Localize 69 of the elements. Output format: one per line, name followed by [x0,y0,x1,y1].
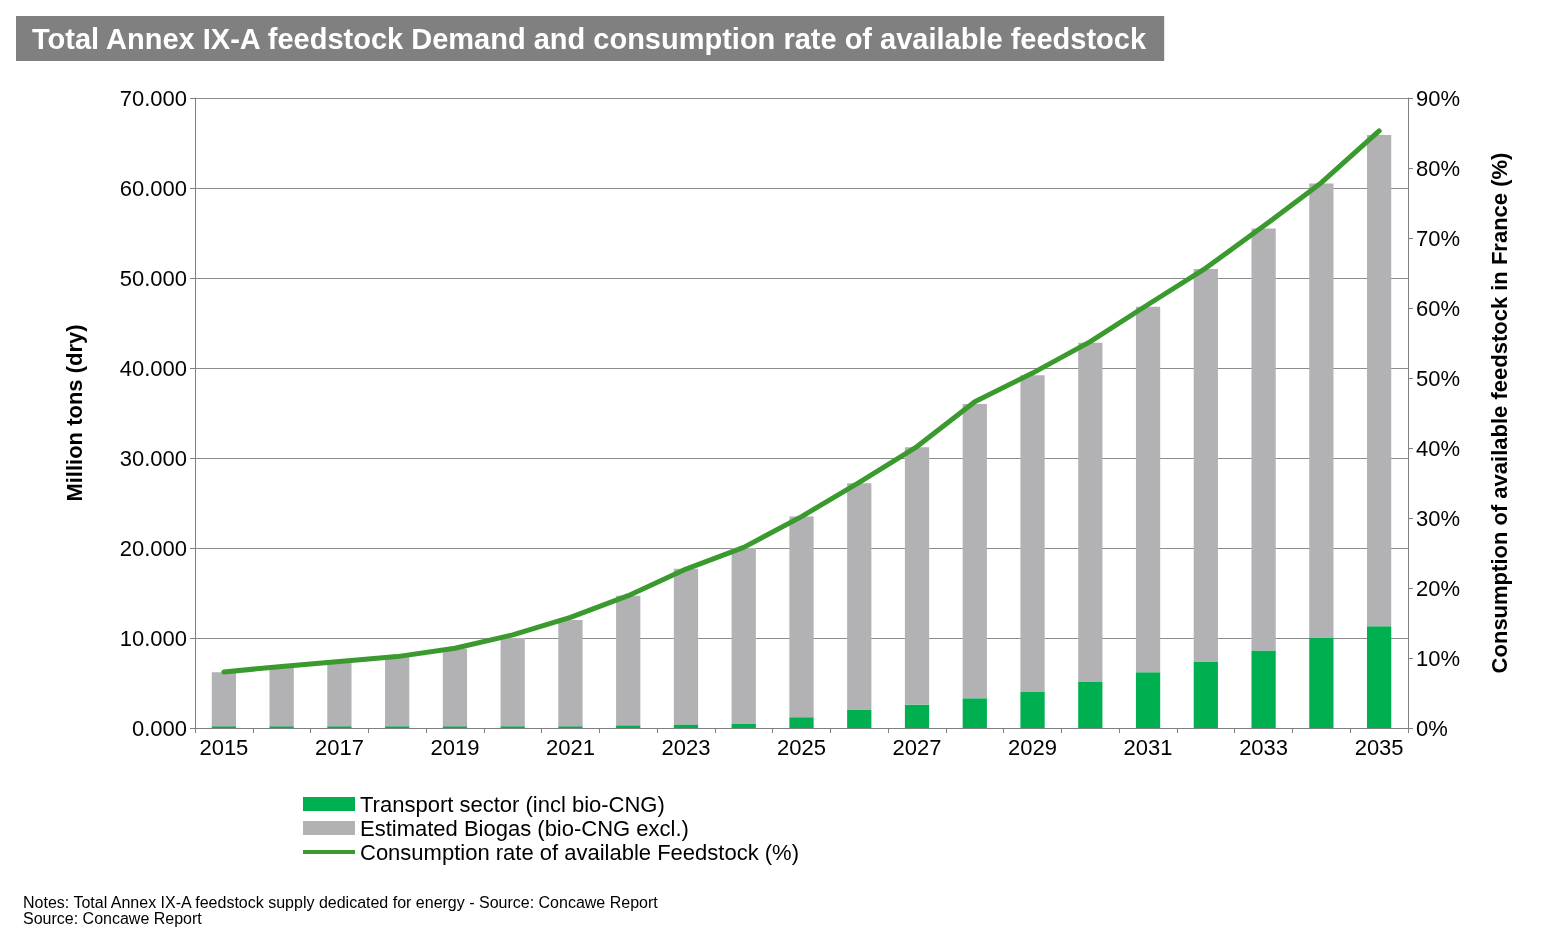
x-tick-label: 2015 [199,734,249,760]
x-tick-label: 2019 [430,734,480,760]
y2-tick-label: 70% [1416,225,1461,251]
y-tick-label: 30.000 [119,445,187,471]
x-tick-label: 2031 [1123,734,1173,760]
bar [616,595,641,726]
bar [1078,342,1103,683]
y2-tick-label: 80% [1416,155,1461,181]
bar [847,710,872,728]
x-tick-label: 2033 [1239,734,1289,760]
bar [731,548,756,724]
bar [1251,228,1276,651]
y-tick-label: 20.000 [119,535,187,561]
y2-tick-label: 30% [1416,505,1461,531]
bar [847,483,872,710]
bar [211,672,237,727]
y2-tick-label: 40% [1416,435,1461,461]
y2-tick-label: 10% [1416,645,1461,671]
bar [269,667,294,727]
x-tick-label: 2021 [545,734,595,760]
bar [673,724,699,728]
y2-tick-label: 90% [1416,85,1461,111]
x-tick-label: 2029 [1008,734,1058,760]
bar [385,656,410,727]
bar [1020,375,1045,692]
y2-tick-label: 60% [1416,295,1461,321]
y2-tick-label: 0% [1416,715,1448,741]
y-tick-label: 40.000 [119,355,187,381]
legend-label: Transport sector (incl bio-CNG) [360,791,665,817]
bar [1309,638,1334,728]
bar [1366,626,1392,728]
x-tick-label: 2027 [892,734,942,760]
bar [1309,183,1334,638]
bar [962,404,987,699]
chart-title: Total Annex IX-A feedstock Demand and consumption rate of available feedstock [32,22,1147,55]
bar [1193,661,1218,728]
bar [673,568,699,725]
y-tick-label: 70.000 [119,85,187,111]
bar [1135,306,1161,673]
bar [1135,672,1161,728]
x-tick-label: 2025 [777,734,826,760]
text: Notes: Total Annex IX-A feedstock supply dedicated for energy - Source: Concawe Report [23,893,659,911]
y-tick-label: 0.000 [131,715,187,741]
x-tick-label: 2017 [314,734,364,760]
bar [1078,682,1103,728]
bar [904,447,930,705]
bar [1020,692,1045,728]
bar [442,648,468,727]
bar [500,638,525,727]
bar [1251,650,1276,728]
bar [962,698,987,728]
bar [904,704,930,728]
y2-tick-label: 20% [1416,575,1461,601]
y2-axis-title: Consumption of available feedstock in France (%) [1486,152,1512,674]
bar [789,516,814,718]
bar [1366,134,1392,627]
x-tick-label: 2023 [661,734,711,760]
y-tick-label: 50.000 [119,265,187,291]
y-tick-label: 10.000 [119,625,187,651]
bar [327,662,352,727]
x-tick-label: 2035 [1354,734,1404,760]
bar [789,717,814,728]
y2-tick-label: 50% [1416,365,1461,391]
y-tick-label: 60.000 [119,175,187,201]
source-note: Source: Concawe Report [23,909,203,927]
bar [1193,269,1218,662]
bar [616,725,641,728]
bar [558,620,583,727]
y-axis-title: Million tons (dry) [61,324,87,502]
